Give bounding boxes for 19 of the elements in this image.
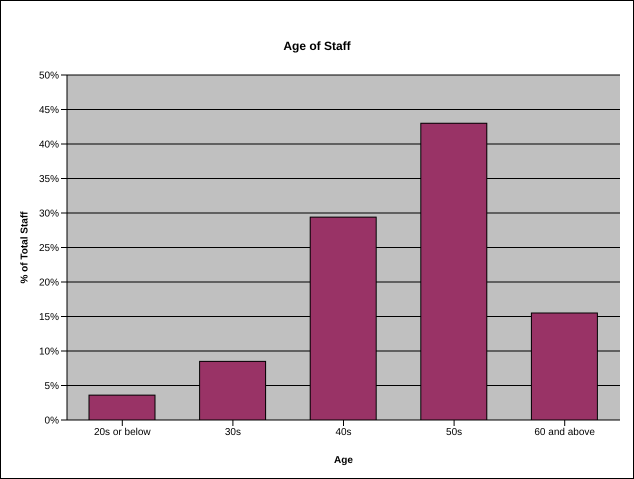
y-tick-label: 10% bbox=[38, 346, 60, 358]
x-axis-title: Age bbox=[334, 455, 354, 466]
y-tick-label: 15% bbox=[38, 312, 60, 324]
y-tick-label: 25% bbox=[38, 243, 60, 254]
y-axis-title: % of Total Staff bbox=[20, 210, 31, 284]
y-tick-label: 5% bbox=[44, 381, 60, 392]
y-tick-label: 30% bbox=[38, 208, 60, 220]
y-tick-label: 40% bbox=[38, 140, 60, 151]
y-tick-label: 45% bbox=[38, 105, 60, 116]
x-tick-label: 30s bbox=[224, 427, 241, 438]
chart-title: Age of Staff bbox=[282, 39, 352, 53]
x-tick-label: 50s bbox=[446, 427, 462, 438]
y-tick-label: 35% bbox=[38, 174, 60, 186]
y-tick-label: 20% bbox=[38, 278, 60, 289]
y-tick-label: 0% bbox=[44, 416, 60, 427]
x-tick-label: 60 and above bbox=[534, 427, 596, 438]
x-tick-label: 20s or below bbox=[94, 427, 152, 438]
x-tick-label: 40s bbox=[335, 427, 352, 438]
y-tick-label: 50% bbox=[38, 70, 60, 82]
